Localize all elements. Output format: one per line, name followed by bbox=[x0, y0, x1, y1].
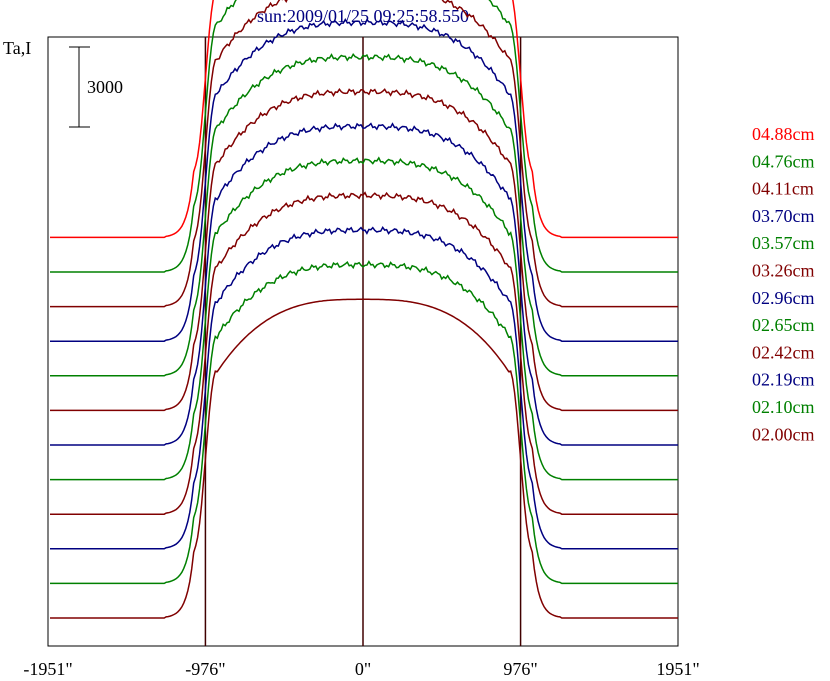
series-line-02.19cm bbox=[50, 226, 678, 550]
series-line-03.57cm bbox=[50, 52, 678, 377]
series-line-04.76cm bbox=[50, 0, 678, 273]
legend-entry-02.10cm: 02.10cm bbox=[752, 397, 815, 417]
x-tick-label-2: 0" bbox=[355, 659, 371, 679]
legend-entry-03.57cm: 03.57cm bbox=[752, 233, 815, 253]
series-line-03.70cm bbox=[50, 17, 678, 342]
y-axis-label: Ta,I bbox=[3, 38, 31, 58]
series-line-03.26cm bbox=[50, 88, 678, 412]
series-group bbox=[50, 0, 678, 619]
series-line-04.88cm bbox=[50, 0, 678, 239]
x-tick-labels: -1951" -976" 0" 976" 1951" bbox=[23, 659, 699, 679]
legend-entry-02.00cm: 02.00cm bbox=[752, 424, 815, 444]
legend: 04.88cm 04.76cm 04.11cm 03.70cm 03.57cm 03.26… bbox=[752, 124, 815, 444]
legend-entry-03.26cm: 03.26cm bbox=[752, 261, 815, 281]
legend-entry-04.76cm: 04.76cm bbox=[752, 151, 815, 171]
series-line-02.65cm bbox=[50, 156, 678, 481]
x-tick-label-0: -1951" bbox=[23, 659, 72, 679]
chart-title: sun:2009/01/25 09:25:58.550 bbox=[257, 6, 469, 26]
legend-entry-02.96cm: 02.96cm bbox=[752, 288, 815, 308]
scale-bar-label: 3000 bbox=[87, 77, 123, 97]
series-line-04.11cm bbox=[50, 0, 678, 308]
scale-bar: 3000 bbox=[69, 46, 123, 128]
legend-entry-02.65cm: 02.65cm bbox=[752, 315, 815, 335]
legend-entry-04.88cm: 04.88cm bbox=[752, 124, 815, 144]
series-line-02.00cm bbox=[50, 298, 678, 619]
legend-entry-02.19cm: 02.19cm bbox=[752, 370, 815, 390]
series-line-02.10cm bbox=[50, 260, 678, 585]
x-tick-label-1: -976" bbox=[185, 659, 225, 679]
legend-entry-04.11cm: 04.11cm bbox=[752, 179, 814, 199]
legend-entry-02.42cm: 02.42cm bbox=[752, 342, 815, 362]
x-tick-label-3: 976" bbox=[503, 659, 537, 679]
x-tick-label-4: 1951" bbox=[656, 659, 699, 679]
series-line-02.96cm bbox=[50, 122, 678, 446]
series-line-02.42cm bbox=[50, 191, 678, 515]
legend-entry-03.70cm: 03.70cm bbox=[752, 206, 815, 226]
